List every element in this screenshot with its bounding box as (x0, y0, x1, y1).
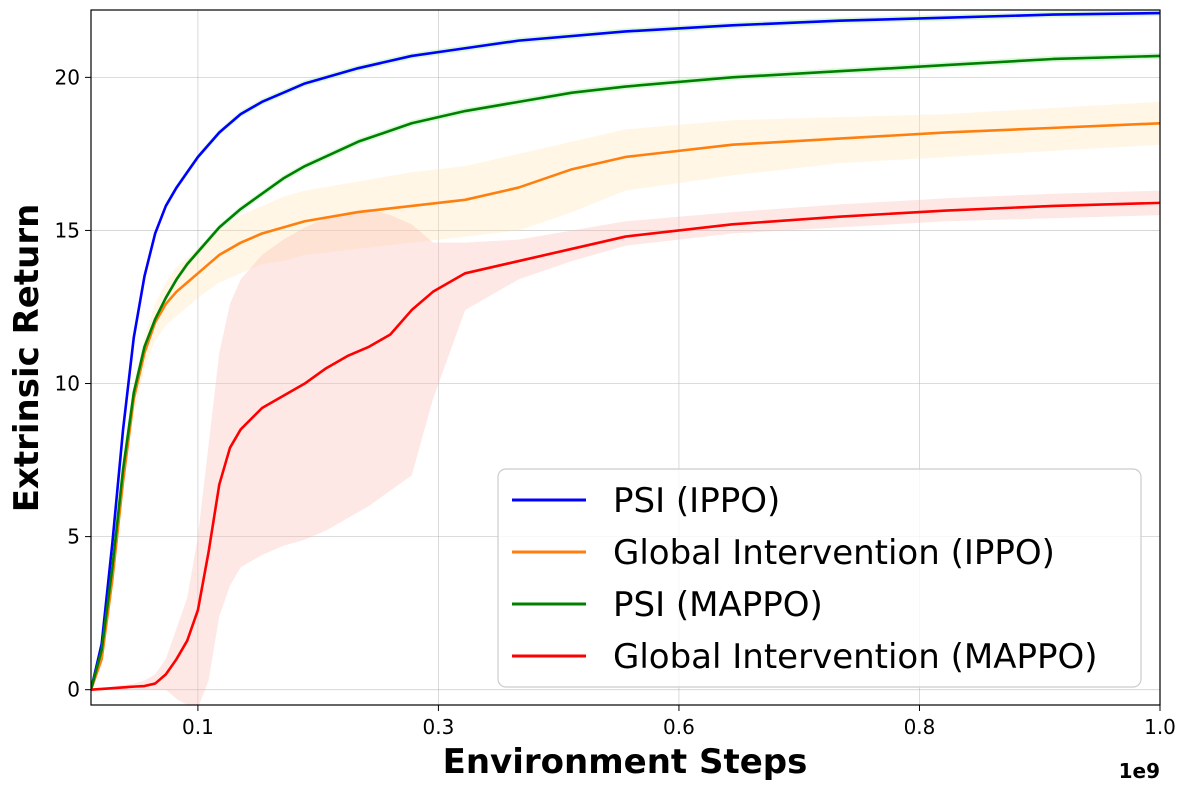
legend-label-global-intervention-ippo: Global Intervention (IPPO) (613, 533, 1055, 573)
x-tick-label: 0.8 (904, 715, 936, 739)
legend-label-psi-ippo: PSI (IPPO) (613, 481, 780, 521)
x-tick-label: 0.6 (663, 715, 695, 739)
psi-mappo-line (91, 54, 1160, 691)
x-axis-title: Environment Steps (443, 742, 808, 782)
global-intervention-ippo-line (91, 121, 1160, 691)
y-tick-label: 10 (55, 372, 80, 396)
y-tick-label: 20 (55, 65, 80, 89)
legend-box (497, 468, 1142, 688)
series-lines (91, 11, 1160, 691)
axis-ticks: 0.1 0.3 0.6 0.8 1.0 0 5 10 15 20 (55, 65, 1176, 739)
psi-ippo-line (91, 11, 1160, 691)
plot-frame (90, 9, 1161, 706)
legend-label-psi-mappo: PSI (MAPPO) (613, 585, 823, 625)
global-intervention-ippo-band (91, 101, 1160, 690)
x-tick-label: 1.0 (1144, 715, 1176, 739)
confidence-bands (91, 10, 1160, 705)
y-tick-label: 15 (55, 218, 80, 242)
global-intervention-mappo-band (91, 190, 1160, 705)
legend-label-global-intervention-mappo: Global Intervention (MAPPO) (613, 637, 1097, 677)
legend: PSI (IPPO) Global Intervention (IPPO) PSI … (497, 468, 1142, 688)
x-tick-label: 0.1 (182, 715, 214, 739)
global-intervention-mappo-line (91, 201, 1160, 691)
x-tick-label: 0.3 (423, 715, 455, 739)
y-tick-label: 5 (67, 525, 80, 549)
x-axis-offset-label: 1e9 (1119, 759, 1160, 783)
y-tick-label: 0 (67, 678, 80, 702)
y-axis-title: Extrinsic Return (7, 204, 47, 513)
